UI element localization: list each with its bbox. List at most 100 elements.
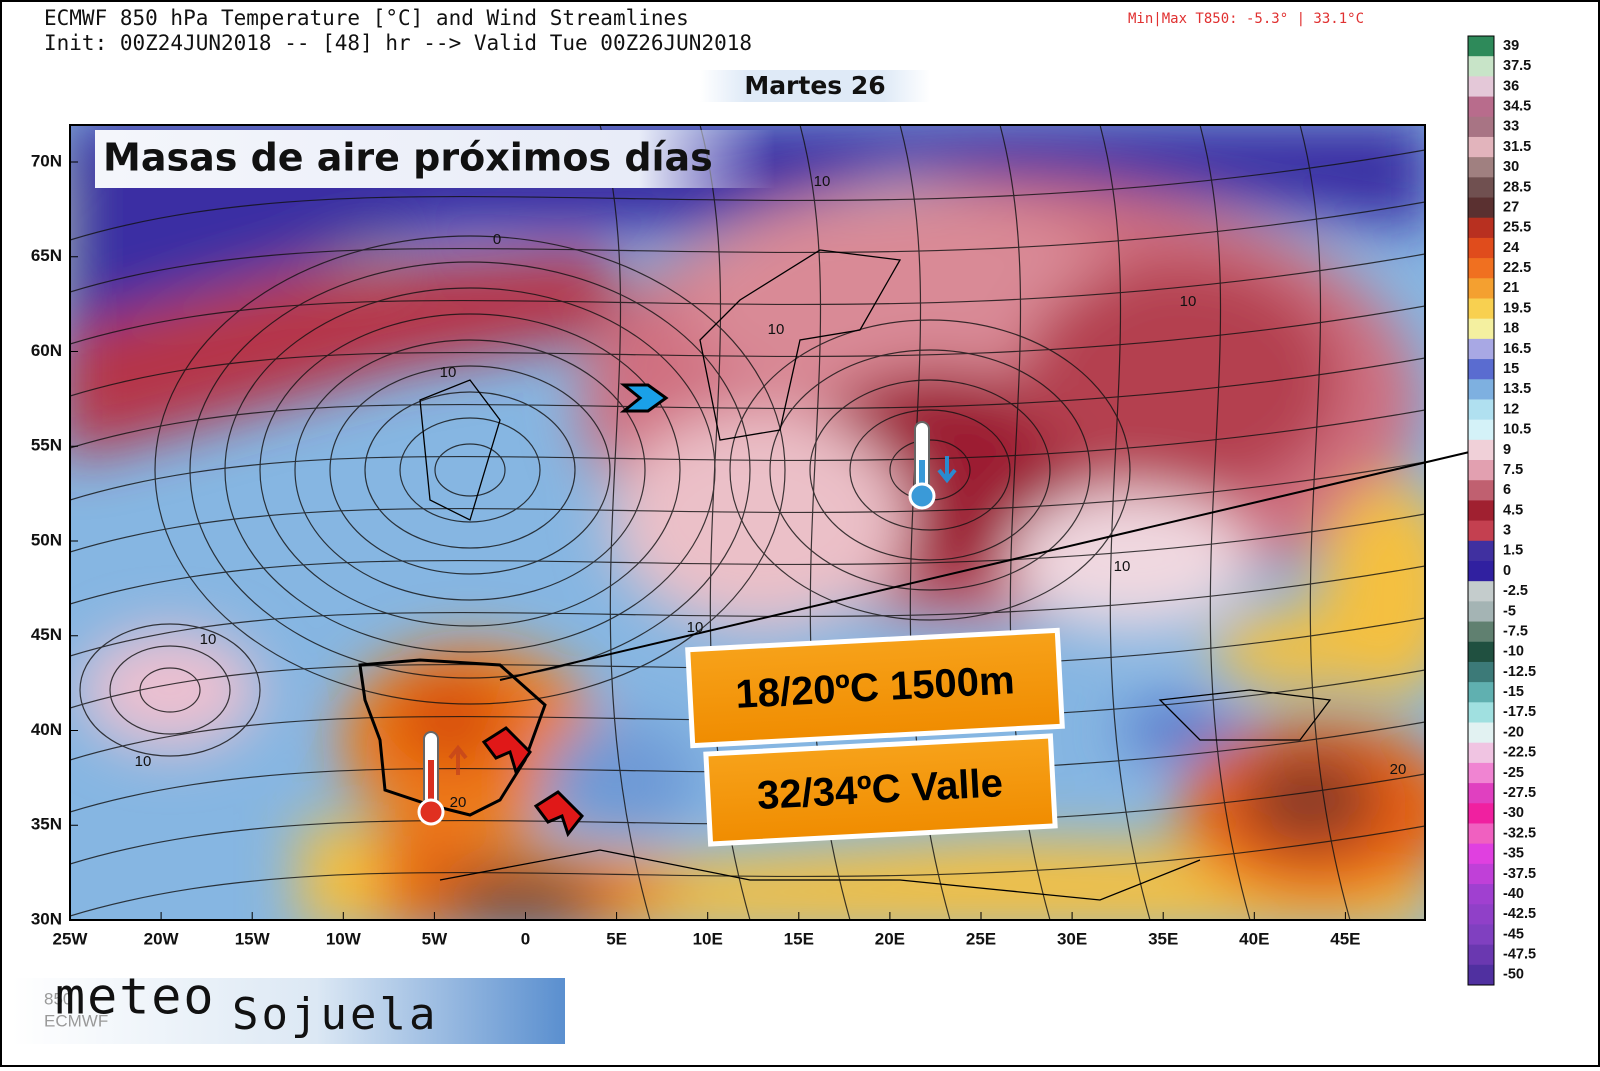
colorbar-swatch: [1468, 702, 1494, 724]
contour-label: 10: [1114, 558, 1131, 575]
contour-label: 20: [1390, 761, 1407, 778]
contour-label: 10: [687, 619, 704, 636]
colorbar-swatch: [1468, 863, 1494, 885]
colorbar-label: -37.5: [1503, 866, 1536, 882]
isobar: [259, 313, 681, 627]
colorbar-label: 3: [1503, 523, 1511, 539]
isobar: [109, 645, 231, 735]
day-label: Martes 26: [744, 71, 885, 100]
colorbar-label: 36: [1503, 78, 1519, 94]
colorbar-swatch: [1468, 500, 1494, 522]
colorbar-swatch: [1468, 520, 1494, 542]
coastlines: [358, 249, 1332, 901]
lon-label: 35E: [1148, 929, 1178, 948]
isobar: [189, 261, 751, 679]
isobar: [294, 339, 646, 601]
streamline: [70, 565, 1425, 657]
colorbar-label: 39: [1503, 38, 1519, 54]
colorbar-label: 15: [1503, 361, 1519, 377]
colorbar-label: -42.5: [1503, 906, 1536, 922]
colorbar-label: -50: [1503, 967, 1524, 983]
colorbar-swatch: [1468, 904, 1494, 925]
colorbar-label: -35: [1503, 846, 1524, 862]
colorbar-label: 34.5: [1503, 98, 1531, 114]
colorbar-swatch: [1468, 217, 1494, 239]
colorbar-swatch: [1468, 460, 1494, 481]
annotation-box-2: 32/34ºC Valle: [703, 733, 1058, 847]
colorbar-swatch: [1468, 318, 1494, 340]
contour-label: 20: [450, 794, 467, 811]
lat-label: 50N: [31, 530, 62, 549]
lon-label: 10W: [326, 929, 362, 948]
colorbar-label: -5: [1503, 603, 1516, 619]
colorbar-swatch: [1468, 560, 1494, 582]
colorbar-swatch: [1468, 439, 1494, 461]
colorbar-label: -40: [1503, 886, 1524, 902]
streamline: [1099, 125, 1151, 920]
streamline: [70, 773, 1425, 865]
lon-label: 15E: [784, 929, 814, 948]
chevron-cold: [619, 383, 669, 413]
colorbar-swatch: [1468, 379, 1494, 400]
colorbar-label: 16.5: [1503, 341, 1531, 357]
lat-label: 40N: [31, 720, 62, 739]
lon-label: 15W: [235, 929, 271, 948]
colorbar-label: -47.5: [1503, 947, 1536, 963]
thermometer-cold: [908, 421, 957, 510]
streamline: [1199, 125, 1251, 920]
lon-label: 30E: [1057, 929, 1087, 948]
colorbar-swatch: [1468, 944, 1494, 966]
colorbar-swatch: [1468, 783, 1494, 804]
day-bg: [700, 70, 930, 102]
colorbar-label: -30: [1503, 805, 1524, 821]
colorbar-label: 7.5: [1503, 462, 1523, 478]
colorbar-label: 12: [1503, 401, 1519, 417]
colorbar-label: 9: [1503, 442, 1511, 458]
streamline: [599, 125, 651, 920]
lat-label: 65N: [31, 246, 62, 265]
colorbar-swatch: [1468, 601, 1494, 623]
colorbar-label: -12.5: [1503, 664, 1536, 680]
streamline: [70, 201, 1425, 293]
pointer-line: [499, 449, 1479, 681]
streamline: [70, 513, 1425, 605]
colorbar-swatch: [1468, 884, 1494, 905]
colorbar-swatch: [1468, 338, 1494, 360]
lon-label: 40E: [1239, 929, 1269, 948]
colorbar-label: -17.5: [1503, 704, 1536, 720]
streamline: [70, 253, 1425, 345]
lat-label: 45N: [31, 625, 62, 644]
lon-label: 0: [521, 929, 530, 948]
colorbar-label: 1.5: [1503, 543, 1523, 559]
lon-label: 20E: [875, 929, 905, 948]
lat-label: 30N: [31, 909, 62, 928]
logo-model: ECMWF: [44, 1011, 108, 1030]
annotation-box-1: 18/20ºC 1500m: [685, 627, 1065, 749]
colorbar-label: 33: [1503, 119, 1519, 135]
colorbar-swatch: [1468, 742, 1494, 764]
colorbar-swatch: [1468, 661, 1494, 683]
lon-label: 25E: [966, 929, 996, 948]
colorbar-label: -7.5: [1503, 623, 1528, 639]
colorbar-label: -25: [1503, 765, 1524, 781]
colorbar-swatch: [1468, 762, 1494, 784]
colorbar-label: 37.5: [1503, 58, 1531, 74]
streamline: [70, 825, 1425, 917]
colorbar-swatch: [1468, 399, 1494, 421]
streamline: [70, 461, 1425, 553]
colorbar-swatch: [1468, 136, 1494, 158]
logo-brand-1: meteo: [55, 968, 216, 1026]
colorbar-label: 6: [1503, 482, 1511, 498]
contour-label: 10: [1180, 293, 1197, 310]
contour-label: 10: [768, 321, 785, 338]
isobar: [849, 409, 1011, 531]
colorbar-swatch: [1468, 157, 1494, 178]
colorbar-label: 10.5: [1503, 422, 1531, 438]
colorbar-swatch: [1468, 480, 1494, 501]
lon-label: 45E: [1330, 929, 1360, 948]
colorbar-swatch: [1468, 964, 1494, 986]
colorbar-label: 30: [1503, 159, 1519, 175]
isobar: [329, 365, 611, 575]
header-title: ECMWF 850 hPa Temperature [°C] and Wind …: [44, 6, 689, 30]
colorbar-swatch: [1468, 803, 1494, 824]
